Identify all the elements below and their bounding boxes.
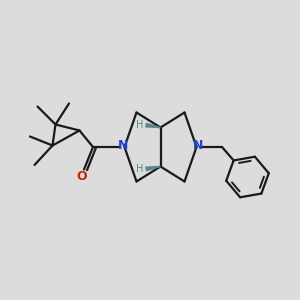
Text: H: H [136, 120, 143, 130]
Polygon shape [146, 123, 160, 128]
Text: N: N [193, 139, 203, 152]
Polygon shape [146, 167, 160, 171]
Text: O: O [76, 170, 87, 184]
Text: N: N [118, 139, 128, 152]
Text: H: H [136, 164, 143, 174]
